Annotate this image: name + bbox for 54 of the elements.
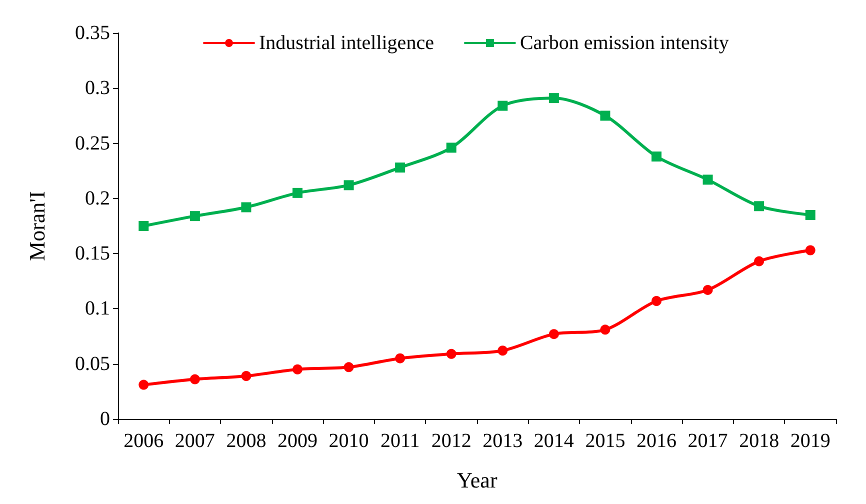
point bbox=[754, 256, 764, 266]
point bbox=[652, 152, 662, 162]
point bbox=[548, 329, 559, 340]
point bbox=[395, 353, 406, 364]
point bbox=[600, 324, 610, 335]
point bbox=[344, 180, 354, 190]
legend-label: Carbon emission intensity bbox=[520, 32, 729, 54]
point bbox=[548, 93, 559, 104]
x-tick-label: 2007 bbox=[174, 430, 215, 452]
legend-label: Industrial intelligence bbox=[259, 32, 434, 54]
point bbox=[702, 174, 713, 185]
x-tick-label: 2008 bbox=[226, 430, 266, 452]
point bbox=[498, 346, 508, 356]
point bbox=[446, 348, 456, 359]
point bbox=[292, 364, 302, 374]
point bbox=[138, 221, 149, 231]
x-tick-label: 2019 bbox=[790, 430, 830, 452]
x-tick-label: 2017 bbox=[688, 430, 728, 452]
point bbox=[344, 362, 354, 372]
point bbox=[498, 100, 508, 111]
y-tick-label: 0.15 bbox=[75, 242, 110, 265]
y-tick-label: 0.1 bbox=[85, 298, 110, 320]
point bbox=[702, 284, 713, 295]
point bbox=[754, 201, 764, 212]
y-tick-label: 0.25 bbox=[75, 132, 110, 154]
y-tick-label: 0.05 bbox=[75, 352, 110, 375]
point bbox=[446, 142, 456, 153]
x-tick-label: 2018 bbox=[739, 430, 780, 452]
x-tick-label: 2011 bbox=[380, 430, 420, 452]
x-tick-label: 2013 bbox=[482, 430, 523, 452]
x-tick-label: 2010 bbox=[328, 430, 369, 452]
y-axis-title: Moran'I bbox=[24, 191, 50, 261]
x-tick-label: 2009 bbox=[278, 430, 318, 452]
y-tick-label: 0.3 bbox=[85, 77, 110, 100]
point bbox=[241, 202, 252, 212]
point bbox=[805, 245, 816, 256]
y-tick-label: 0.2 bbox=[85, 187, 110, 210]
point bbox=[138, 380, 149, 390]
point bbox=[190, 374, 200, 384]
x-tick-label: 2014 bbox=[534, 430, 574, 452]
point bbox=[241, 370, 252, 381]
x-axis-title: Year bbox=[456, 468, 498, 492]
x-tick-label: 2016 bbox=[636, 430, 676, 452]
point bbox=[190, 211, 200, 222]
x-tick-label: 2006 bbox=[124, 430, 164, 452]
point bbox=[805, 210, 816, 220]
point bbox=[652, 296, 662, 306]
point bbox=[395, 162, 406, 173]
x-tick-label: 2012 bbox=[431, 430, 472, 452]
y-tick-label: 0.35 bbox=[75, 22, 110, 44]
point bbox=[292, 188, 302, 198]
point bbox=[600, 110, 610, 121]
y-tick-label: 0 bbox=[100, 408, 110, 430]
x-tick-label: 2015 bbox=[585, 430, 626, 452]
